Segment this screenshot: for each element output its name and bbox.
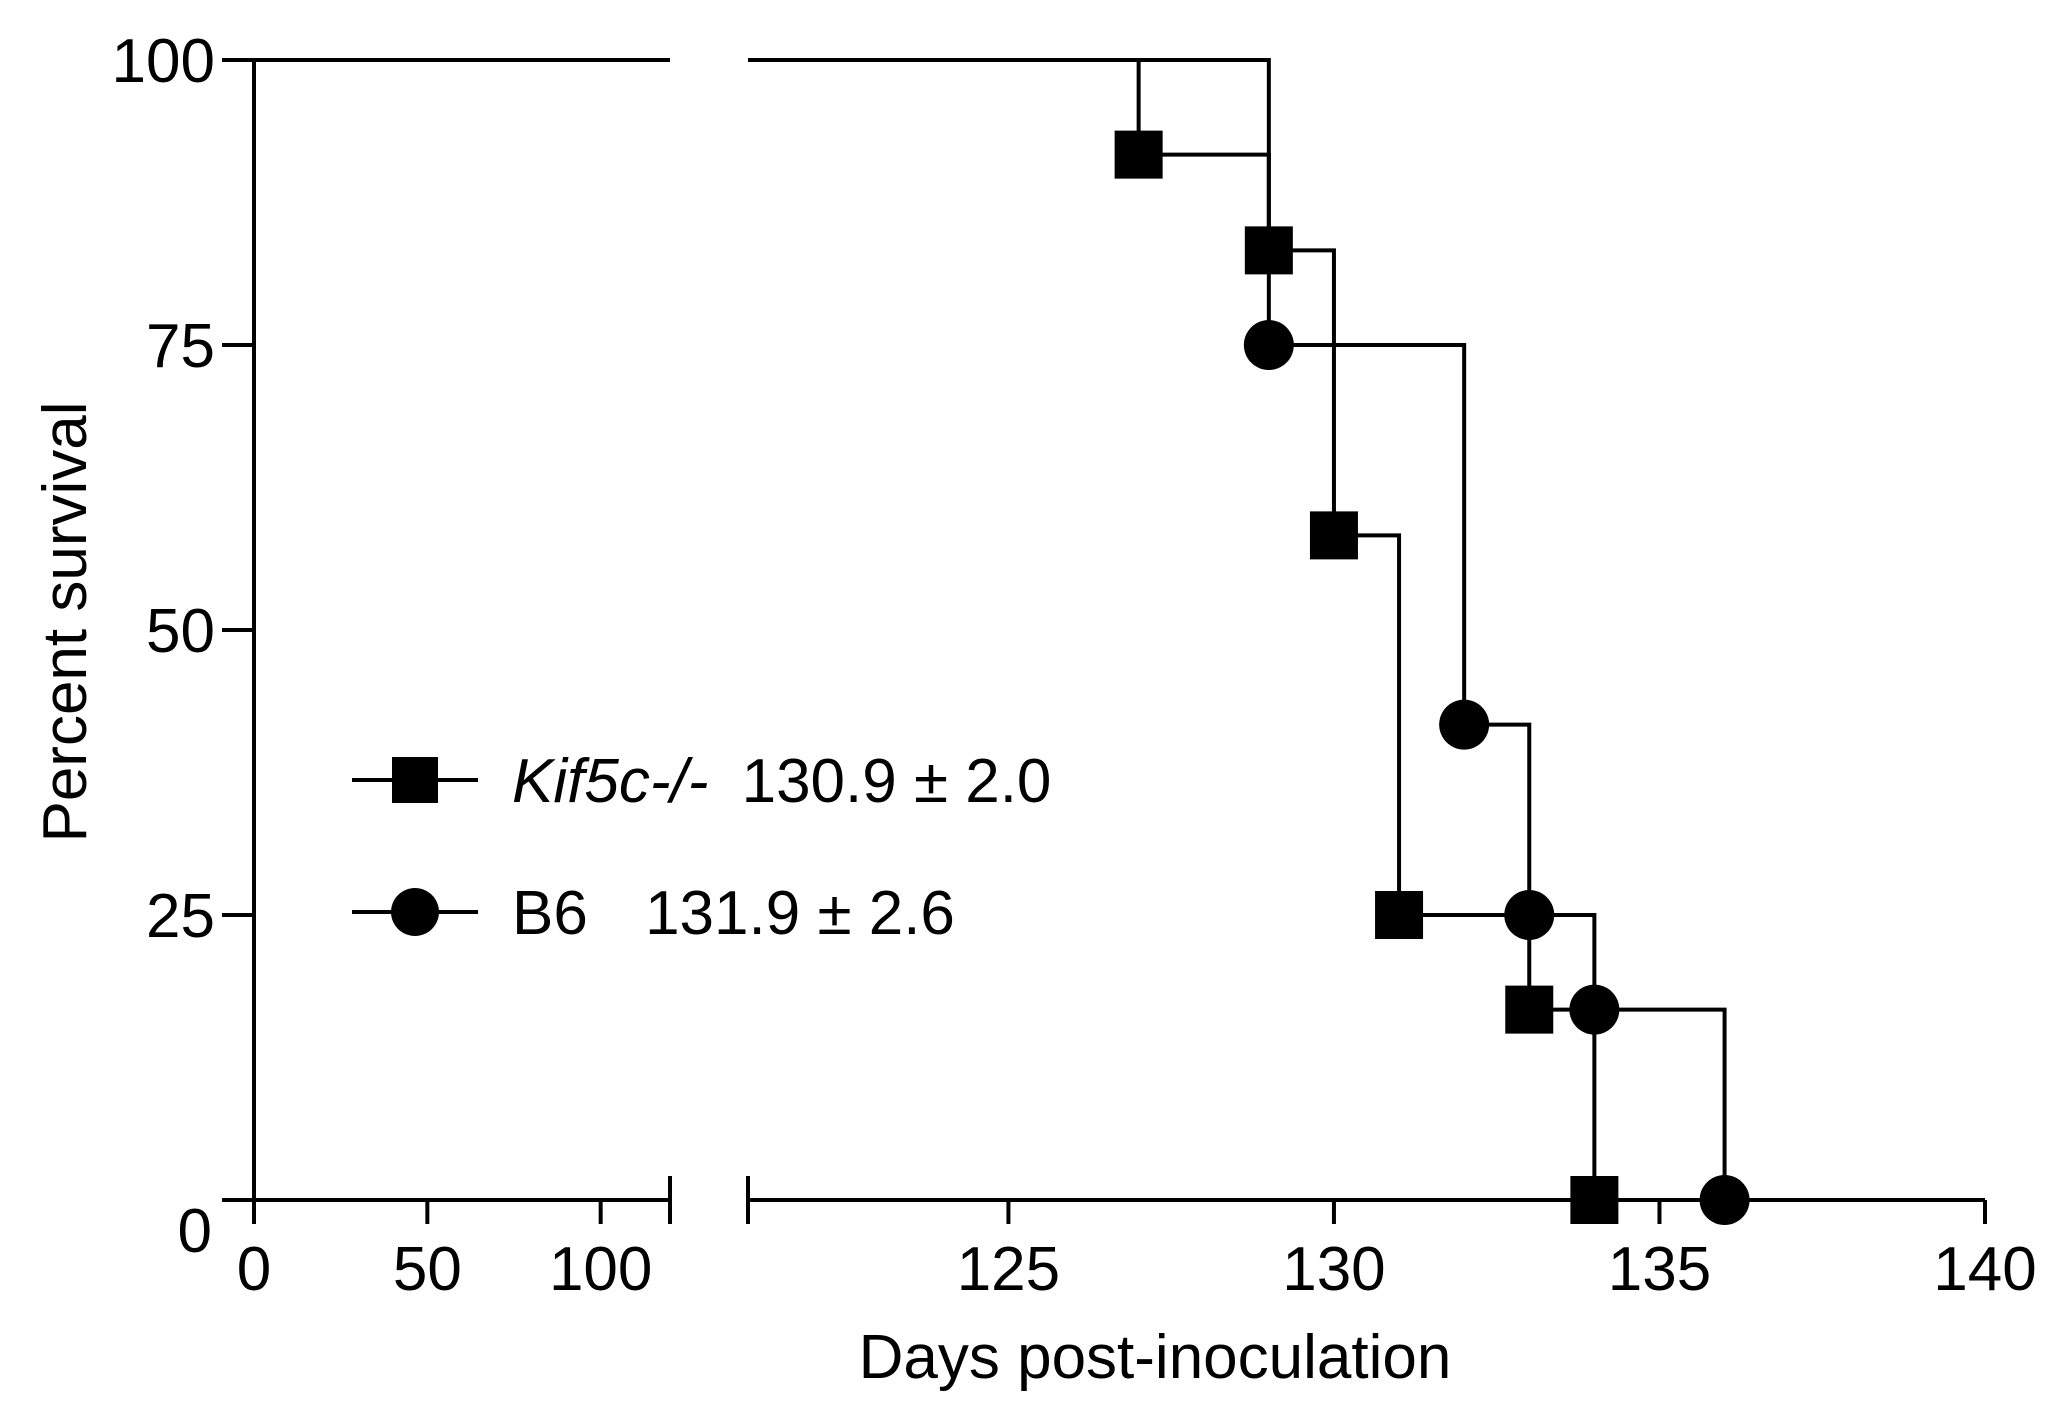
legend-item-kif5c: Kif5c-/- 130.9 ± 2.0 (352, 747, 1051, 816)
y-axis-title: Percent survival (31, 401, 100, 842)
legend-b6-name: B6 (512, 879, 588, 948)
plot-area (254, 58, 1750, 1225)
x-tick-label-50: 50 (393, 1235, 462, 1304)
x-tick-label-130: 130 (1282, 1235, 1385, 1304)
y-tick-label-25: 25 (146, 882, 215, 951)
svg-text:B6 131.9 ± 2.6: B6 131.9 ± 2.6 (512, 879, 955, 948)
b6-marker-1 (1439, 699, 1490, 750)
legend-b6-circle-icon (391, 888, 439, 936)
b6-marker-3 (1569, 984, 1620, 1035)
y-tick-label-100: 100 (112, 27, 215, 96)
b6-marker-2 (1504, 890, 1555, 940)
x-tick-label-135: 135 (1608, 1235, 1711, 1304)
kif5c-marker-5 (1570, 1176, 1619, 1224)
kif5c-marker-3 (1375, 891, 1424, 939)
legend-kif5c-name: Kif5c-/- (512, 747, 708, 816)
legend-kif5c-stat: 130.9 ± 2.0 (742, 747, 1052, 816)
kif5c-marker-4 (1505, 985, 1554, 1034)
axes (222, 58, 1987, 1224)
svg-text:Kif5c-/- 130.9 ± 2.0: Kif5c-/- 130.9 ± 2.0 (512, 747, 1051, 816)
series-0-line (748, 58, 1597, 1200)
x-tick-label-0: 0 (237, 1235, 271, 1304)
legend-b6-stat: 131.9 ± 2.6 (645, 879, 955, 948)
tick-labels: 0 25 50 75 100 0 50 100 125 130 135 140 (112, 27, 2037, 1304)
b6-marker-4 (1699, 1175, 1750, 1225)
y-tick-label-75: 75 (146, 312, 215, 381)
x-tick-label-125: 125 (957, 1235, 1060, 1304)
b6-marker-0 (1243, 320, 1294, 370)
y-tick-label-0: 0 (178, 1197, 212, 1266)
kif5c-marker-0 (1114, 130, 1163, 179)
legend: Kif5c-/- 130.9 ± 2.0 B6 131.9 ± 2.6 (352, 747, 1051, 948)
legend-item-b6: B6 131.9 ± 2.6 (352, 879, 955, 948)
legend-kif5c-square-icon (392, 757, 438, 803)
x-tick-label-100: 100 (549, 1235, 652, 1304)
y-tick-label-50: 50 (146, 597, 215, 666)
series-1-line (748, 58, 1727, 1200)
x-axis-title: Days post-inoculation (859, 1323, 1452, 1392)
kif5c-marker-2 (1309, 511, 1358, 560)
x-tick-label-140: 140 (1933, 1235, 2036, 1304)
